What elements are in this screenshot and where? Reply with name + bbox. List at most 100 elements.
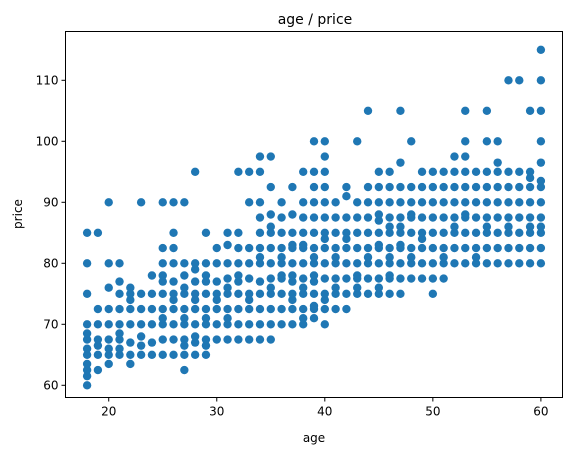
data-point <box>180 335 189 344</box>
data-point <box>396 158 405 167</box>
y-axis-label: price <box>11 199 25 229</box>
data-point <box>255 243 265 253</box>
data-point <box>201 277 211 286</box>
data-point <box>461 198 470 207</box>
data-point <box>515 213 524 222</box>
data-point <box>450 222 459 231</box>
data-point <box>493 158 502 167</box>
data-point <box>223 335 232 344</box>
data-point <box>93 335 103 344</box>
data-point <box>504 228 513 237</box>
data-point <box>115 335 124 344</box>
data-point <box>407 182 416 192</box>
x-axis-ticks: 20 30 40 50 60 <box>101 397 549 419</box>
data-point <box>82 259 92 268</box>
y-tick-label: 110 <box>36 73 59 87</box>
data-point <box>482 182 492 192</box>
data-point <box>190 320 200 329</box>
data-point <box>158 259 167 268</box>
data-point <box>266 289 275 298</box>
data-point <box>126 295 135 305</box>
data-point <box>525 182 535 192</box>
data-point <box>115 350 124 359</box>
data-point <box>104 350 113 359</box>
data-point <box>417 167 427 176</box>
data-point <box>428 259 438 268</box>
data-point <box>525 213 535 222</box>
data-point <box>450 152 459 161</box>
data-point <box>126 350 135 359</box>
data-point <box>374 210 384 219</box>
data-point <box>299 289 308 298</box>
data-point <box>407 137 416 146</box>
data-point <box>374 283 384 292</box>
data-point <box>407 228 416 237</box>
data-point <box>104 283 113 292</box>
x-tick-label: 30 <box>209 405 224 419</box>
data-point <box>169 289 178 298</box>
data-point <box>461 210 470 219</box>
data-point <box>288 210 297 219</box>
data-point <box>439 228 448 237</box>
data-point <box>385 198 394 207</box>
data-point <box>536 182 546 192</box>
data-point <box>266 335 275 344</box>
data-point <box>396 240 405 250</box>
data-point <box>201 314 211 323</box>
data-point <box>190 295 200 305</box>
data-point <box>255 213 265 222</box>
data-point <box>126 359 135 369</box>
data-point <box>190 265 200 274</box>
data-point <box>299 314 308 323</box>
data-point <box>277 271 286 280</box>
data-point <box>428 167 438 176</box>
data-point <box>234 243 243 253</box>
data-point <box>234 259 243 268</box>
y-tick-label: 70 <box>43 317 58 331</box>
data-point <box>320 152 329 161</box>
data-point <box>180 289 189 298</box>
data-point <box>396 182 405 192</box>
data-point <box>471 259 481 268</box>
data-point <box>482 243 492 253</box>
data-point <box>396 274 405 283</box>
data-point <box>525 173 535 183</box>
data-point <box>504 259 513 268</box>
data-point <box>385 228 394 237</box>
data-point <box>136 304 146 314</box>
data-point <box>309 289 319 298</box>
data-point <box>115 289 124 298</box>
data-point <box>320 234 329 244</box>
y-tick-label: 80 <box>43 256 58 270</box>
data-point <box>342 192 351 201</box>
x-tick-label: 40 <box>317 405 332 419</box>
data-point <box>320 259 329 268</box>
data-point <box>471 253 481 262</box>
data-point <box>190 304 200 314</box>
data-point <box>331 213 340 222</box>
data-point <box>385 167 394 176</box>
data-point <box>525 222 535 231</box>
data-point <box>234 167 243 176</box>
data-point <box>234 271 243 280</box>
data-point <box>374 259 384 268</box>
data-point <box>482 213 492 222</box>
data-point <box>190 338 200 347</box>
data-point <box>309 137 319 146</box>
data-point <box>482 198 492 207</box>
data-point <box>439 259 448 268</box>
data-point <box>180 320 189 329</box>
data-point <box>299 259 308 268</box>
data-point <box>212 259 221 268</box>
data-point <box>255 253 265 262</box>
data-point <box>147 289 157 298</box>
data-point <box>115 277 124 286</box>
data-point <box>104 359 113 369</box>
data-point <box>385 222 394 231</box>
data-point <box>223 228 232 237</box>
data-point <box>471 243 481 253</box>
data-point <box>536 243 546 253</box>
data-point <box>299 304 308 314</box>
y-tick-label: 60 <box>43 378 58 392</box>
data-point <box>417 198 427 207</box>
